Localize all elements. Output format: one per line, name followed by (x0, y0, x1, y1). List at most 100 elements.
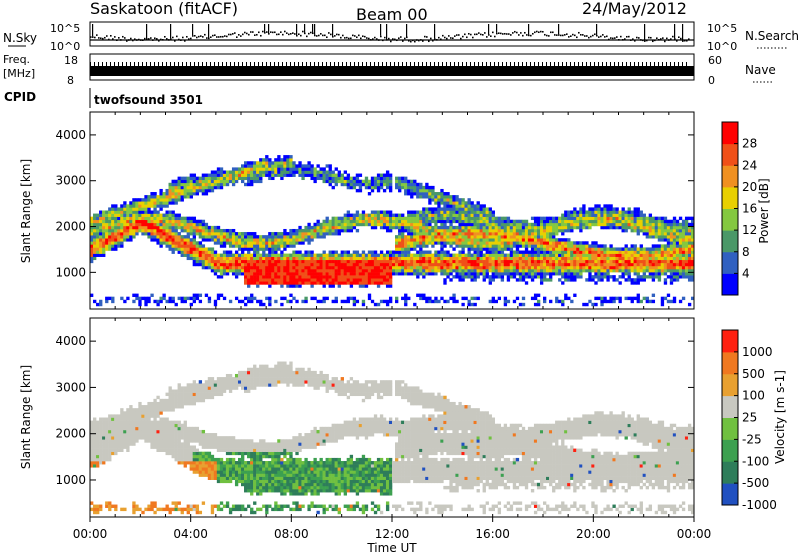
power-cell (410, 213, 414, 217)
power-cell (250, 253, 254, 257)
power-cell (219, 253, 224, 257)
power-cell (171, 195, 175, 199)
power-cell (90, 235, 94, 239)
power-cell (446, 195, 450, 199)
power-cell (337, 262, 341, 267)
power-cell (482, 247, 486, 251)
power-cell (135, 293, 139, 297)
noise-point (340, 36, 342, 39)
power-cell (479, 250, 483, 254)
power-cell (485, 256, 489, 261)
power-cell (675, 272, 680, 276)
power-cell (135, 222, 139, 227)
power-cell (530, 265, 535, 270)
power-cell (455, 204, 459, 208)
power-cell (385, 281, 390, 285)
power-cell (494, 265, 498, 270)
power-cell (367, 268, 372, 273)
power-cell (358, 188, 363, 193)
power-cell (621, 228, 625, 233)
power-cell (283, 235, 287, 239)
power-cell (216, 268, 221, 273)
power-cell (591, 253, 595, 257)
power-cell (228, 235, 233, 239)
power-cell (129, 219, 133, 224)
power-cell (96, 241, 100, 245)
power-cell (570, 225, 574, 230)
power-cell (253, 161, 257, 165)
power-cell (618, 247, 622, 251)
power-cell (636, 296, 640, 301)
power-cell (413, 268, 417, 273)
power-cell (521, 235, 526, 239)
power-cell (615, 259, 619, 264)
power-cell (446, 299, 450, 304)
power-cell (298, 167, 302, 171)
freq-tick-fill (202, 62, 203, 66)
power-cell (198, 299, 203, 304)
power-cell (413, 256, 417, 261)
power-cell (615, 256, 619, 261)
power-cell (398, 219, 402, 224)
power-cell (225, 259, 230, 264)
noise-point (392, 38, 394, 40)
power-cell (488, 210, 492, 214)
power-cell (494, 244, 498, 248)
power-cell (485, 241, 489, 245)
freq-tick-fill (390, 62, 391, 66)
power-cell (310, 256, 314, 261)
power-cell (470, 262, 474, 267)
power-cell (250, 170, 254, 174)
power-cell (576, 241, 580, 245)
power-cell (422, 268, 426, 273)
power-cell (443, 210, 447, 214)
power-cell (512, 253, 517, 257)
power-cell (401, 235, 405, 239)
power-cell (313, 265, 317, 270)
power-cell (597, 219, 601, 224)
power-cell (654, 225, 659, 230)
power-cell (395, 259, 399, 264)
power-cell (168, 188, 172, 193)
power-cell (585, 216, 589, 221)
power-cell (636, 213, 640, 217)
power-cell (241, 247, 245, 251)
power-cell (558, 272, 562, 276)
power-cell (552, 222, 556, 227)
power-cell (612, 213, 616, 217)
velocity-cell (102, 448, 106, 452)
power-cell (274, 256, 278, 261)
power-cell (156, 222, 160, 227)
noise-point (552, 31, 554, 34)
power-cell (364, 219, 369, 224)
power-cell (434, 232, 438, 236)
freq-tick-fill (598, 62, 599, 66)
power-cell (488, 247, 492, 251)
power-cell (672, 247, 677, 251)
power-cell (271, 173, 275, 177)
power-cell (521, 256, 526, 261)
power-cell (322, 268, 326, 273)
power-cell (416, 225, 420, 230)
power-cell (159, 296, 163, 301)
power-cell (582, 265, 586, 270)
power-cell (455, 244, 459, 248)
power-cell (382, 256, 387, 261)
power-cell (615, 296, 619, 301)
power-cell (150, 216, 154, 221)
power-cell (262, 253, 266, 257)
power-cell (500, 225, 505, 230)
power-cell (606, 222, 610, 227)
power-cell (543, 272, 547, 276)
power-cell (250, 235, 254, 239)
velocity-cell (114, 429, 118, 434)
power-cell (250, 244, 254, 248)
power-cell (271, 244, 275, 248)
power-cell (666, 262, 671, 267)
power-cell (636, 216, 640, 221)
power-cell (603, 296, 607, 301)
power-cell (555, 253, 559, 257)
power-cell (376, 176, 381, 181)
power-cell (651, 272, 656, 276)
power-cell (687, 278, 692, 282)
